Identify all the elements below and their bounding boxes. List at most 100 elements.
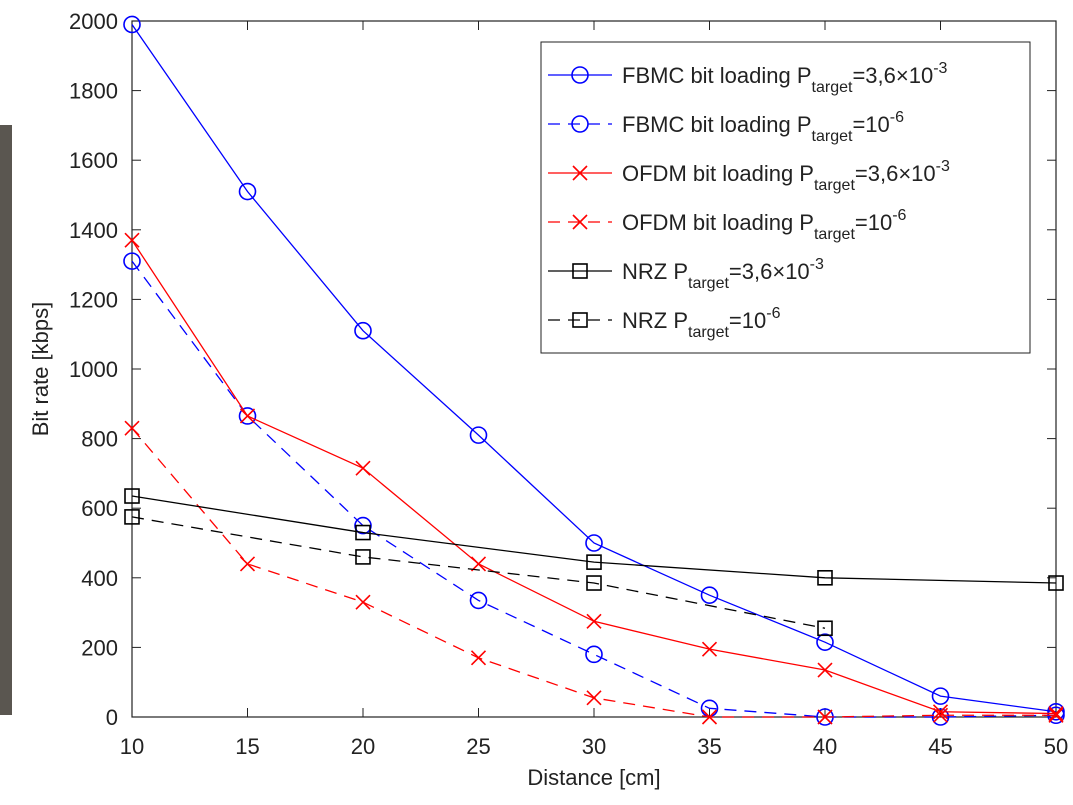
point bbox=[817, 569, 833, 586]
x-tick-label: 35 bbox=[697, 734, 721, 759]
x-tick-label: 10 bbox=[120, 734, 144, 759]
point bbox=[817, 709, 833, 725]
point bbox=[469, 426, 488, 444]
legend-text: OFDM bit loading P bbox=[622, 161, 814, 186]
y-axis-label: Bit rate [kbps] bbox=[28, 302, 53, 437]
y-tick-label: 1600 bbox=[69, 148, 118, 173]
series-line bbox=[131, 24, 1057, 713]
point bbox=[354, 516, 372, 535]
y-tick-label: 1200 bbox=[69, 287, 118, 312]
legend-sub: target bbox=[814, 177, 855, 194]
point bbox=[586, 554, 602, 570]
legend-marker bbox=[572, 165, 588, 181]
legend-eq: =10 bbox=[729, 308, 766, 333]
legend-marker bbox=[571, 66, 589, 84]
point bbox=[469, 591, 488, 610]
legend-sup: -3 bbox=[933, 60, 947, 77]
y-tick-label: 1400 bbox=[69, 218, 118, 243]
legend-sub: target bbox=[814, 226, 855, 243]
legend-eq: =3,6×10 bbox=[852, 63, 933, 88]
legend-sub: target bbox=[688, 324, 729, 341]
point bbox=[1048, 707, 1064, 723]
legend bbox=[540, 41, 1031, 354]
x-tick-label: 25 bbox=[466, 734, 490, 759]
legend-sup: -3 bbox=[810, 256, 824, 273]
x-tick-label: 45 bbox=[928, 734, 952, 759]
legend-sub: target bbox=[812, 79, 853, 96]
legend-sup: -6 bbox=[892, 207, 906, 224]
legend-text: FBMC bit loading P bbox=[622, 63, 812, 88]
point bbox=[355, 594, 371, 610]
legend-text: NRZ P bbox=[622, 308, 688, 333]
point bbox=[817, 620, 833, 637]
point bbox=[124, 420, 140, 436]
point bbox=[470, 556, 487, 572]
legend-label: OFDM bit loading Ptarget=10-6 bbox=[622, 207, 907, 243]
point bbox=[931, 687, 950, 705]
x-tick-label: 15 bbox=[235, 734, 259, 759]
point bbox=[1048, 705, 1064, 722]
point bbox=[586, 690, 602, 706]
legend-text: FBMC bit loading P bbox=[622, 112, 812, 137]
legend-label: OFDM bit loading Ptarget=3,6×10-3 bbox=[622, 158, 950, 194]
point bbox=[238, 407, 257, 425]
y-tick-label: 2000 bbox=[69, 9, 118, 34]
point bbox=[701, 641, 718, 657]
point bbox=[354, 321, 372, 340]
photo-strip bbox=[0, 125, 12, 715]
point bbox=[932, 704, 949, 720]
point bbox=[123, 15, 141, 34]
y-tick-label: 0 bbox=[106, 705, 118, 730]
point bbox=[585, 534, 603, 552]
legend-marker bbox=[571, 115, 589, 133]
point bbox=[585, 645, 603, 664]
legend-text: OFDM bit loading P bbox=[622, 210, 814, 235]
point bbox=[355, 460, 371, 476]
legend-eq: =3,6×10 bbox=[855, 161, 936, 186]
legend-sup: -3 bbox=[936, 158, 950, 175]
point bbox=[700, 586, 719, 605]
point bbox=[932, 707, 949, 723]
legend-eq: =10 bbox=[852, 112, 889, 137]
series-line bbox=[131, 516, 826, 629]
y-tick-label: 600 bbox=[81, 496, 118, 521]
legend-label: NRZ Ptarget=10-6 bbox=[622, 305, 781, 341]
x-tick-label: 40 bbox=[813, 734, 837, 759]
x-tick-label: 30 bbox=[582, 734, 606, 759]
point bbox=[239, 408, 256, 424]
legend-sub: target bbox=[812, 128, 853, 145]
y-tick-label: 1800 bbox=[69, 79, 118, 104]
legend-marker bbox=[572, 214, 588, 230]
x-axis-label: Distance [cm] bbox=[527, 765, 660, 790]
point bbox=[124, 509, 140, 525]
point bbox=[355, 549, 371, 565]
series-line bbox=[131, 495, 1057, 584]
point bbox=[586, 613, 602, 629]
point bbox=[1048, 575, 1064, 591]
y-tick-label: 400 bbox=[81, 566, 118, 591]
legend-eq: =3,6×10 bbox=[729, 259, 810, 284]
legend-label: NRZ Ptarget=3,6×10-3 bbox=[622, 256, 824, 292]
point bbox=[123, 252, 141, 270]
legend-eq: =10 bbox=[855, 210, 892, 235]
point bbox=[239, 556, 256, 572]
legend-marker bbox=[572, 263, 588, 279]
y-tick-label: 800 bbox=[81, 427, 118, 452]
point bbox=[238, 182, 257, 201]
y-tick-label: 200 bbox=[81, 635, 118, 660]
x-tick-label: 50 bbox=[1044, 734, 1068, 759]
legend-label: FBMC bit loading Ptarget=3,6×10-3 bbox=[622, 60, 948, 96]
legend-sup: -6 bbox=[890, 109, 904, 126]
point bbox=[470, 650, 487, 666]
point bbox=[701, 709, 718, 725]
legend-sub: target bbox=[688, 275, 729, 292]
point bbox=[124, 232, 140, 248]
legend-sup: -6 bbox=[766, 305, 780, 322]
point bbox=[355, 524, 371, 541]
legend-text: NRZ P bbox=[622, 259, 688, 284]
series-line bbox=[131, 260, 1057, 718]
point bbox=[817, 662, 833, 678]
point bbox=[931, 708, 950, 726]
point bbox=[586, 575, 602, 591]
